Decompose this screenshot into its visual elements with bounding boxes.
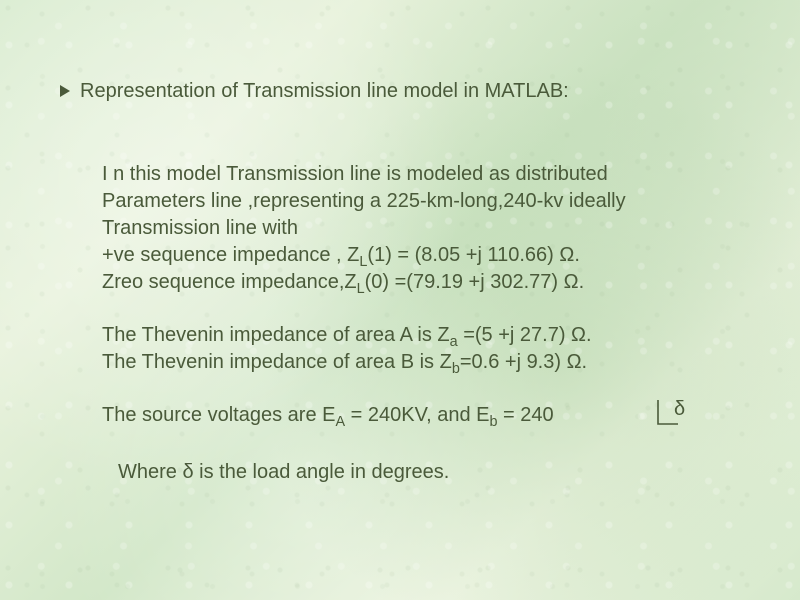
where-line: Where δ is the load angle in degrees.	[118, 459, 740, 486]
body-block: I n this model Transmission line is mode…	[102, 161, 740, 429]
slide-heading: Representation of Transmission line mode…	[80, 78, 569, 105]
line8-pre: The source voltages are E	[102, 404, 335, 426]
body-line-2: Parameters line ,representing a 225-km-l…	[102, 188, 740, 215]
line7-sub: b	[452, 361, 460, 377]
body-line-7: The Thevenin impedance of area B is Zb=0…	[102, 349, 740, 376]
line8-mid: = 240KV, and E	[345, 404, 489, 426]
heading-row: Representation of Transmission line mode…	[60, 78, 740, 105]
line8-sub1: A	[335, 414, 345, 430]
line4-pre: +ve sequence impedance , Z	[102, 244, 359, 266]
line6-post: =(5 +j 27.7) Ω.	[458, 324, 592, 346]
line4-post: (1) = (8.05 +j 110.66) Ω.	[367, 244, 579, 266]
line5-pre: Zreo sequence impedance,Z	[102, 271, 357, 293]
bullet-icon	[60, 85, 70, 97]
line6-pre: The Thevenin impedance of area A is Z	[102, 324, 450, 346]
line5-sub: L	[357, 281, 365, 297]
angle-notation: δ	[652, 398, 680, 428]
body-line-6: The Thevenin impedance of area A is Za =…	[102, 322, 740, 349]
body-line-1: I n this model Transmission line is mode…	[102, 161, 740, 188]
slide-content: Representation of Transmission line mode…	[0, 0, 800, 486]
body-line-8: The source voltages are EA = 240KV, and …	[102, 402, 740, 429]
line6-sub: a	[450, 334, 458, 350]
line7-pre: The Thevenin impedance of area B is Z	[102, 351, 452, 373]
line5-post: (0) =(79.19 +j 302.77) Ω.	[365, 271, 585, 293]
body-line-5: Zreo sequence impedance,ZL(0) =(79.19 +j…	[102, 269, 740, 296]
body-line-3: Transmission line with	[102, 215, 740, 242]
line7-post: =0.6 +j 9.3) Ω.	[460, 351, 587, 373]
line8-post: = 240	[497, 404, 553, 426]
angle-delta: δ	[674, 396, 685, 423]
body-line-4: +ve sequence impedance , ZL(1) = (8.05 +…	[102, 242, 740, 269]
